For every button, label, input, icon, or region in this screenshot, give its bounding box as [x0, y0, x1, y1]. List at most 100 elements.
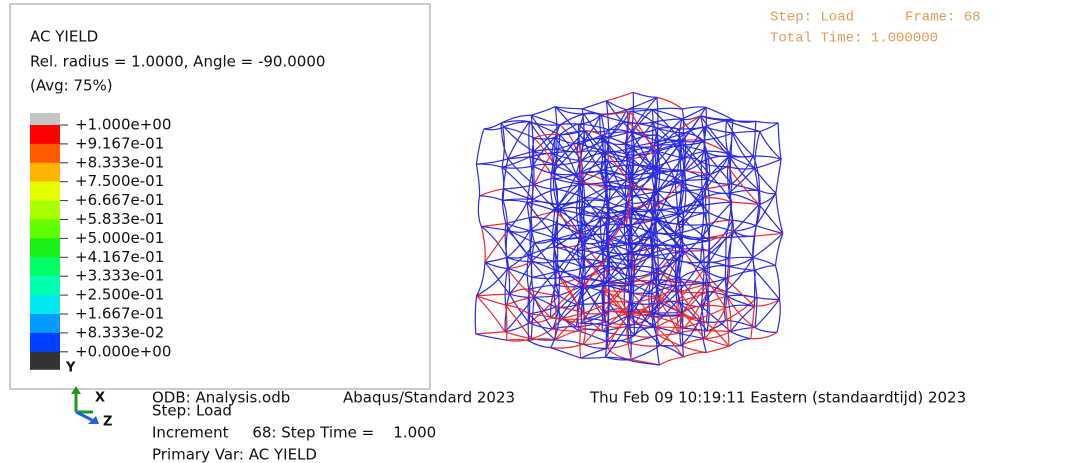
- legend-band: [30, 257, 60, 276]
- strut: [753, 156, 781, 159]
- strut: [580, 324, 581, 359]
- strut: [751, 306, 755, 338]
- strut: [503, 200, 527, 202]
- strut: [485, 262, 508, 268]
- strut: [754, 270, 755, 306]
- strut: [683, 352, 706, 357]
- strut: [776, 159, 781, 193]
- legend-band: [30, 220, 60, 239]
- strut: [756, 121, 778, 123]
- mesh: [475, 92, 783, 365]
- legend-averaging: (Avg: 75%): [30, 77, 113, 95]
- strut: [729, 156, 753, 157]
- info-increment: Increment 68: Step Time = 1.000: [152, 424, 436, 442]
- strut: [701, 306, 726, 308]
- strut: [607, 343, 629, 348]
- strut: [729, 339, 751, 347]
- strut: [706, 346, 729, 352]
- strut: [679, 116, 701, 129]
- strut: [583, 341, 606, 344]
- triad-x: X: [95, 391, 105, 406]
- strut: [475, 296, 476, 334]
- strut: [581, 348, 607, 358]
- strut: [725, 237, 726, 278]
- strut: [755, 327, 777, 332]
- strut: [531, 107, 555, 116]
- strut: [476, 332, 505, 334]
- strut: [630, 343, 660, 346]
- strut: [682, 315, 683, 357]
- strut: [508, 202, 528, 230]
- strut: [755, 270, 779, 299]
- strut: [631, 345, 660, 359]
- strut: [476, 164, 479, 196]
- legend-level: +5.000e-01: [75, 229, 164, 247]
- strut: [734, 204, 759, 231]
- info-primary: Primary Var: AC YIELD: [152, 446, 317, 463]
- legend-level: +3.333e-01: [75, 267, 164, 285]
- strut: [633, 92, 657, 97]
- legend-band: [30, 163, 60, 182]
- strut: [656, 327, 683, 357]
- strut: [606, 92, 633, 100]
- strut: [476, 129, 483, 164]
- legend-subtitle: Rel. radius = 1.0000, Angle = -90.0000: [30, 53, 325, 71]
- strut: [476, 334, 507, 340]
- legend-level: +9.167e-01: [75, 134, 164, 152]
- strut: [757, 298, 779, 300]
- strut: [505, 269, 508, 305]
- strut: [557, 239, 558, 271]
- strut: [484, 123, 501, 129]
- strut: [480, 196, 503, 200]
- strut: [728, 258, 753, 267]
- strut: [726, 236, 754, 237]
- strut: [529, 341, 551, 348]
- status-frame: Frame: 68: [905, 10, 981, 26]
- strut: [755, 266, 775, 271]
- strut: [754, 299, 779, 306]
- strut: [481, 226, 485, 262]
- legend-band: [30, 295, 60, 314]
- strut: [652, 108, 682, 109]
- legend-level: +1.000e+00: [75, 116, 171, 134]
- legend-over: [30, 113, 60, 125]
- strut: [582, 101, 606, 109]
- legend-band: [30, 276, 60, 295]
- strut: [502, 127, 504, 167]
- legend-band: [30, 125, 60, 144]
- strut: [554, 161, 581, 165]
- strut: [760, 131, 781, 159]
- legend-bands: +1.000e+00+9.167e-01+8.333e-01+7.500e-01…: [30, 113, 171, 370]
- strut: [533, 164, 554, 166]
- legend-band: [30, 314, 60, 333]
- legend-level: +0.000e+00: [75, 342, 171, 360]
- strut: [534, 153, 552, 184]
- strut: [755, 299, 779, 327]
- strut: [704, 121, 726, 127]
- legend-under: [30, 352, 60, 370]
- info-date: Thu Feb 09 10:19:11 Eastern (standaardti…: [589, 389, 966, 407]
- strut: [481, 224, 506, 227]
- legend-band: [30, 182, 60, 201]
- strut: [632, 133, 633, 175]
- strut: [778, 123, 781, 159]
- strut: [506, 217, 531, 223]
- strut: [580, 213, 608, 214]
- strut: [658, 333, 679, 335]
- strut: [700, 318, 706, 352]
- strut: [681, 346, 706, 353]
- strut: [751, 332, 777, 338]
- info-step: Step: Load: [152, 402, 232, 420]
- legend-band: [30, 144, 60, 163]
- strut: [534, 137, 555, 139]
- strut: [682, 109, 683, 141]
- strut: [652, 110, 653, 147]
- strut: [776, 193, 783, 233]
- triad-z: Z: [103, 415, 112, 430]
- strut: [633, 293, 651, 294]
- legend-level: +8.333e-02: [75, 323, 164, 341]
- strut: [760, 123, 778, 132]
- strut: [754, 233, 782, 236]
- strut: [731, 332, 751, 339]
- legend-band: [30, 238, 60, 257]
